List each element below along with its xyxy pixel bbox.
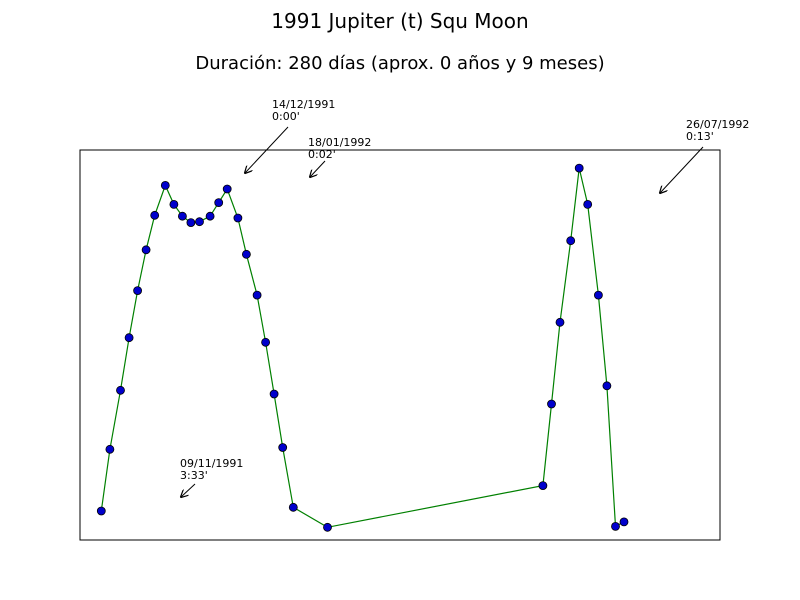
plot-area: [79, 149, 721, 541]
annotation-1: 09/11/1991 3:33': [180, 457, 243, 497]
data-point: [195, 217, 204, 227]
data-point: [96, 506, 106, 516]
data-point: [222, 184, 232, 194]
data-point: [116, 385, 125, 395]
data-point: [150, 210, 160, 220]
annotation-4: 26/07/1992 0:13': [660, 118, 749, 193]
data-point: [538, 481, 548, 491]
data-points: [96, 163, 629, 532]
data-point: [133, 286, 143, 296]
data-point: [205, 211, 215, 221]
data-point: [169, 199, 179, 209]
data-point: [105, 444, 115, 454]
annotation-value: 0:02': [308, 148, 336, 161]
annotation-value: 0:13': [686, 130, 714, 143]
annotation-2: 14/12/1991 0:00': [245, 98, 335, 173]
data-point: [177, 211, 187, 221]
annotation-arrow: [660, 146, 704, 193]
data-point: [186, 218, 196, 228]
data-point: [269, 389, 279, 399]
data-point: [547, 399, 556, 409]
data-point: [619, 517, 629, 527]
data-point: [611, 522, 620, 531]
annotation-arrow: [245, 126, 289, 173]
annotation-arrow: [181, 483, 196, 497]
data-point: [214, 198, 224, 208]
data-point: [160, 180, 170, 190]
data-point: [323, 522, 332, 532]
data-point: [594, 290, 603, 300]
data-point: [555, 317, 565, 327]
data-point: [583, 199, 593, 209]
annotation-date: 18/01/1992: [308, 136, 371, 149]
data-point: [252, 290, 262, 300]
data-point: [566, 236, 576, 246]
data-point: [288, 502, 298, 512]
annotation-arrow: [310, 160, 326, 177]
data-point: [574, 163, 584, 173]
data-point: [233, 213, 243, 223]
chart-subtitle: Duración: 280 días (aprox. 0 años y 9 me…: [195, 53, 604, 74]
annotation-3: 18/01/1992 0:02': [308, 136, 371, 177]
annotation-date: 26/07/1992: [686, 118, 749, 131]
data-point: [241, 249, 251, 259]
annotation-value: 0:00': [272, 110, 300, 123]
data-point: [124, 333, 134, 343]
data-point: [602, 381, 612, 391]
annotation-date: 09/11/1991: [180, 457, 243, 470]
data-point: [141, 245, 151, 255]
data-point: [278, 443, 288, 452]
annotation-date: 14/12/1991: [272, 98, 335, 111]
chart-title: 1991 Jupiter (t) Squ Moon: [271, 9, 528, 33]
data-point: [261, 337, 271, 347]
annotation-value: 3:33': [180, 469, 208, 482]
